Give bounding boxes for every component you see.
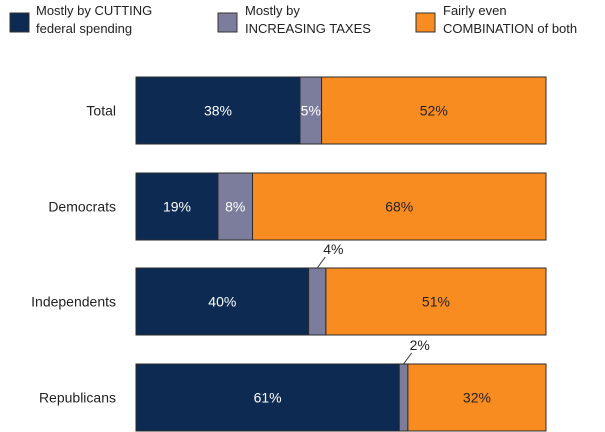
legend-item: Mostly by CUTTING federal spending [9, 3, 152, 36]
data-label: 19% [163, 199, 191, 215]
data-label: 32% [463, 390, 491, 406]
legend-swatch [9, 12, 30, 33]
bar-row: Republicans 61% 2% 32% [39, 337, 547, 432]
bar-segment [135, 363, 400, 432]
legend-swatch [415, 12, 436, 33]
bars: Total 38% 5% 52% Democrats 19% 8% 68% Independen… [31, 76, 547, 432]
bar-segment [325, 267, 547, 336]
legend-item: Fairly even COMBINATION of both [415, 3, 577, 36]
legend-label: federal spending [36, 21, 132, 36]
legend-label: Mostly by [245, 3, 300, 18]
data-label: 4% [323, 241, 343, 257]
legend-label: INCREASING TAXES [245, 21, 371, 36]
bar-segment [135, 172, 219, 241]
data-label: 68% [385, 199, 413, 215]
category-label: Democrats [48, 199, 116, 215]
bar-row: Democrats 19% 8% 68% [48, 172, 547, 241]
bar-segment [398, 363, 409, 432]
bar-segment [135, 267, 310, 336]
category-label: Total [86, 103, 116, 119]
bar-row: Total 38% 5% 52% [86, 76, 547, 145]
bar-row: Independents 40% 4% 51% [31, 241, 547, 336]
bar-segment [135, 76, 301, 145]
data-label: 38% [204, 103, 232, 119]
category-label: Republicans [39, 390, 116, 406]
data-label: 52% [420, 103, 448, 119]
data-label: 5% [301, 103, 321, 119]
legend-item: Mostly by INCREASING TAXES [217, 3, 371, 36]
leader-line [403, 352, 412, 365]
data-label: 61% [254, 390, 282, 406]
data-label: 2% [410, 337, 430, 353]
data-label: 51% [422, 294, 450, 310]
bar-segment [407, 363, 547, 432]
leader-line [316, 256, 326, 269]
data-label: 8% [225, 199, 245, 215]
legend-swatch [217, 12, 238, 33]
bar-segment [217, 172, 254, 241]
data-label: 40% [208, 294, 236, 310]
legend-label: Mostly by CUTTING [36, 3, 152, 18]
category-label: Independents [31, 294, 116, 310]
legend-label: COMBINATION of both [443, 21, 577, 36]
legend-label: Fairly even [443, 3, 507, 18]
bar-segment [252, 172, 547, 241]
bar-segment [321, 76, 547, 145]
bar-segment [308, 267, 327, 336]
